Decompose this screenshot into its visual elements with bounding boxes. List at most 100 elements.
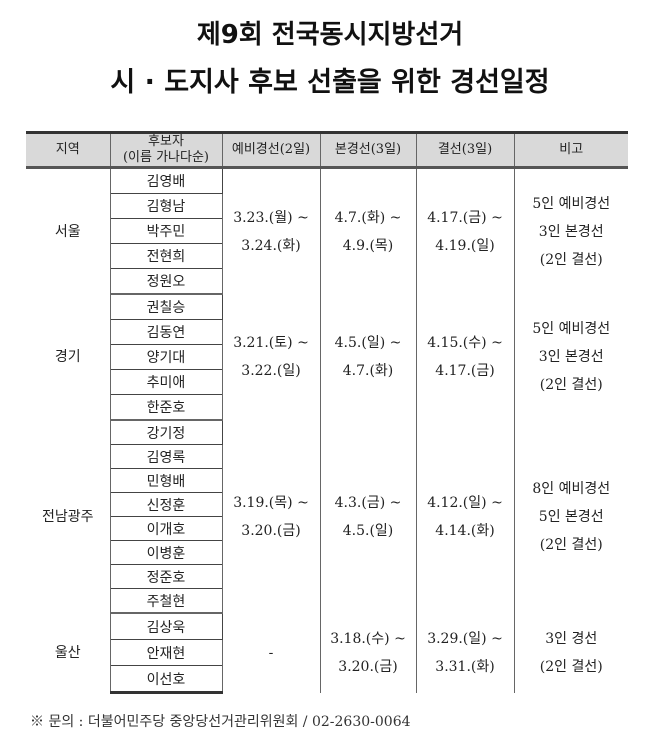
note-cell-line: (2인 결선): [539, 536, 603, 553]
main-cell-line: 4.7.(화) ~: [334, 209, 402, 226]
final-cell-line: 4.19.(일): [435, 237, 495, 254]
candidate-name: 정준호: [109, 564, 223, 589]
final-cell-line: 3.29.(일) ~: [427, 630, 503, 647]
table-row: 한준호: [26, 394, 628, 421]
header-final: 결선(3일): [415, 131, 515, 169]
table-row: 안재현: [26, 639, 628, 666]
main-cell-line: 4.5.(일) ~: [334, 335, 402, 351]
prelim-cell-line: 3.24.(화): [241, 237, 301, 254]
table-row: 정원오: [26, 268, 628, 295]
header-candidate: 후보자 (이름 가나다순): [109, 131, 223, 169]
candidate-name: 민형배: [109, 468, 223, 493]
main-cell: 4.7.(화) ~ 4.9.(목): [319, 167, 417, 294]
candidate-name: 주철현: [109, 588, 223, 614]
candidate-name: 박주민: [109, 218, 223, 244]
final-cell-line: 4.14.(화): [435, 522, 495, 539]
prelim-cell-line: 3.20.(금): [241, 522, 301, 539]
table-row: 정준호: [26, 564, 628, 589]
table-row: 추미애: [26, 369, 628, 395]
header-main: 본경선(3일): [319, 131, 417, 169]
main-cell: 4.5.(일) ~ 4.7.(화): [319, 294, 417, 420]
note-cell: 5인 예비경선 3인 본경선 (2인 결선): [513, 294, 628, 420]
candidate-name: 추미애: [109, 369, 223, 395]
note-cell-line: 5인 예비경선: [532, 321, 611, 337]
title-line-1: 제9회 전국동시지방선거: [196, 20, 464, 50]
note-cell: 8인 예비경선 5인 본경선 (2인 결선): [513, 420, 628, 613]
candidate-name: 정원오: [109, 268, 223, 295]
main-cell-line: 4.7.(화): [342, 363, 394, 379]
table-row: 민형배: [26, 468, 628, 493]
candidate-name: 김상욱: [109, 612, 223, 640]
table-row: 전남광주 강기정 3.19.(목) ~ 3.20.(금) 4.3.(금) ~ 4.5.(일…: [26, 419, 628, 613]
table-row: 양기대: [26, 344, 628, 370]
table-row: 주철현: [26, 588, 628, 614]
candidate-name: 양기대: [109, 344, 223, 370]
note-cell-line: 3인 본경선: [538, 223, 604, 240]
final-cell: 4.17.(금) ~ 4.19.(일): [415, 167, 515, 294]
main-cell-line: 4.5.(일): [342, 522, 394, 539]
final-cell-line: 4.17.(금) ~: [427, 209, 503, 226]
prelim-cell-line: 3.23.(월) ~: [233, 209, 309, 226]
prelim-cell-line: 3.22.(일): [241, 363, 301, 379]
main-cell: 4.3.(금) ~ 4.5.(일): [319, 420, 417, 613]
header-candidate-l2: (이름 가나다순): [122, 150, 210, 165]
prelim-cell: 3.21.(토) ~ 3.22.(일): [221, 294, 321, 420]
candidate-name: 김영배: [109, 167, 223, 194]
table-row: 신정훈: [26, 492, 628, 517]
table-row: 김동연: [26, 319, 628, 345]
main-cell-line: 3.18.(수) ~: [330, 630, 406, 647]
table-row: 이선호: [26, 665, 628, 694]
candidate-name: 강기정: [109, 419, 223, 445]
note-cell-line: (2인 결선): [539, 251, 603, 268]
note-cell-line: 3인 본경선: [538, 349, 604, 365]
table-row: 이개호: [26, 516, 628, 541]
main-cell-line: 4.9.(목): [342, 237, 394, 254]
final-cell: 4.15.(수) ~ 4.17.(금): [415, 294, 515, 420]
candidate-name: 안재현: [109, 639, 223, 666]
candidate-name: 이개호: [109, 516, 223, 541]
candidate-name: 김형남: [109, 193, 223, 219]
final-cell-line: 3.31.(화): [435, 658, 495, 675]
header-row: 지역 후보자 (이름 가나다순) 예비경선(2일) 본경선(3일) 결선(3일) …: [26, 131, 628, 169]
main-cell-line: 3.20.(금): [338, 658, 398, 675]
header-note: 비고: [513, 131, 628, 169]
header-candidate-l1: 후보자: [148, 134, 184, 149]
prelim-cell: 3.19.(목) ~ 3.20.(금): [221, 420, 321, 613]
note-cell-line: 8인 예비경선: [532, 480, 611, 497]
schedule-table: 지역 후보자 (이름 가나다순) 예비경선(2일) 본경선(3일) 결선(3일) …: [26, 131, 628, 694]
prelim-cell: -: [221, 613, 321, 693]
candidate-name: 권칠승: [109, 293, 223, 320]
table-row: 김영록: [26, 444, 628, 469]
region-label: 서울: [54, 223, 81, 240]
candidate-name: 한준호: [109, 394, 223, 421]
note-cell: 5인 예비경선 3인 본경선 (2인 결선): [513, 167, 628, 294]
prelim-cell-line: 3.21.(토) ~: [233, 335, 309, 351]
note-cell-line: 5인 본경선: [538, 508, 604, 525]
final-cell: 3.29.(일) ~ 3.31.(화): [415, 613, 515, 693]
note-cell-line: 5인 예비경선: [532, 195, 611, 212]
table-row: 박주민: [26, 218, 628, 244]
table-row: 김형남: [26, 193, 628, 219]
region-label: 울산: [54, 644, 81, 661]
prelim-cell-line: -: [268, 644, 274, 661]
table-row: 울산 김상욱 - 3.18.(수) ~ 3.20.(금) 3.29.(일) ~ 3.31.(…: [26, 612, 628, 693]
note-cell: 3인 경선 (2인 결선): [513, 613, 628, 693]
final-cell-line: 4.17.(금): [435, 363, 495, 379]
candidate-name: 전현희: [109, 243, 223, 269]
title-line-2: 시 · 도지사 후보 선출을 위한 경선일정: [110, 67, 550, 98]
region-cell: 경기: [26, 294, 111, 420]
table-row: 경기 권칠승 3.21.(토) ~3.22.(일) 4.5.(일) ~4.7.(화) 4…: [26, 293, 628, 420]
note-cell-line: 3인 경선: [545, 630, 598, 647]
region-cell: 서울: [26, 167, 111, 294]
candidate-name: 이선호: [109, 665, 223, 694]
candidate-name: 이병훈: [109, 540, 223, 565]
region-cell: 울산: [26, 613, 111, 693]
table-row: 서울 김영배 3.23.(월) ~3.24.(화) 4.7.(화) ~4.9.(목) 4…: [26, 167, 628, 294]
note-cell-line: (2인 결선): [539, 377, 603, 393]
footer-contact: ※ 문의 : 더불어민주당 중앙당선거관리위원회 / 02-2630-0064: [30, 714, 411, 730]
prelim-cell: 3.23.(월) ~ 3.24.(화): [221, 167, 321, 294]
table-row: 이병훈: [26, 540, 628, 565]
table-row: 전현희: [26, 243, 628, 269]
main-cell-line: 4.3.(금) ~: [334, 494, 402, 511]
candidate-name: 김동연: [109, 319, 223, 345]
